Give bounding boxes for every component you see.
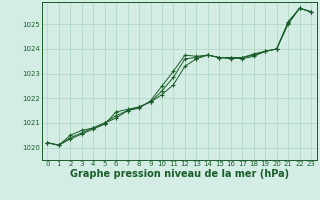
X-axis label: Graphe pression niveau de la mer (hPa): Graphe pression niveau de la mer (hPa) [70, 169, 289, 179]
